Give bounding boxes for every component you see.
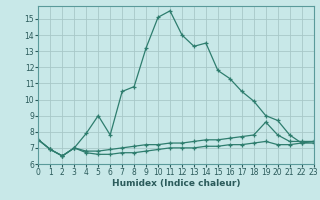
- X-axis label: Humidex (Indice chaleur): Humidex (Indice chaleur): [112, 179, 240, 188]
